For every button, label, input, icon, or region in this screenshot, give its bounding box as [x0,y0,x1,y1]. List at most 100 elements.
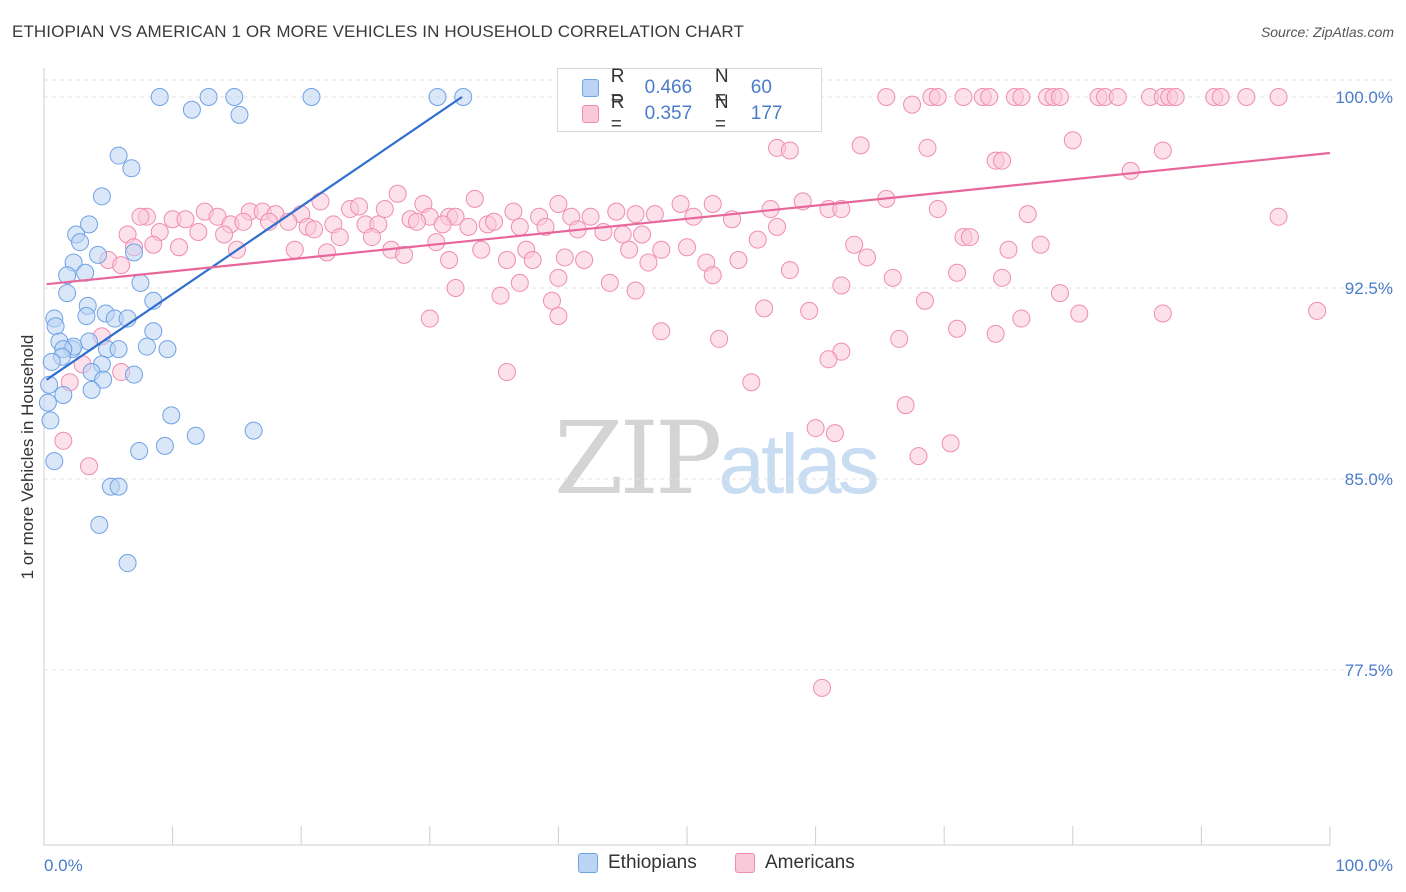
data-point-americans [613,225,632,244]
data-point-americans [639,253,658,272]
series-legend-americans: Americans [735,852,855,874]
data-point-americans [954,88,973,106]
data-point-americans [909,447,928,466]
series-swatch-americans [735,853,755,873]
data-point-ethiopians [162,406,181,425]
data-point-ethiopians [109,146,128,165]
data-point-americans [176,210,195,229]
data-point-ethiopians [182,100,201,119]
data-point-americans [555,248,574,267]
data-point-americans [581,207,600,226]
data-point-americans [742,373,761,392]
data-point-americans [993,151,1012,170]
data-point-ethiopians [41,411,60,430]
data-point-americans [928,200,947,219]
data-point-americans [459,217,478,236]
data-point-americans [131,207,150,226]
data-point-americans [491,286,510,305]
data-point-ethiopians [58,284,77,303]
data-point-ethiopians [90,515,109,534]
y-tick-label: 77.5% [1345,661,1393,680]
data-point-americans [440,250,459,269]
data-point-ethiopians [225,88,244,106]
data-point-americans [523,250,542,269]
data-point-americans [388,184,407,203]
watermark-zip: ZIP [554,400,722,517]
watermark-atlas: atlas [718,417,879,511]
data-point-americans [671,194,690,213]
data-point-americans [780,261,799,280]
data-point-americans [504,202,523,221]
data-point-americans [1153,304,1172,323]
data-point-americans [960,228,979,247]
data-point-americans [311,192,330,211]
data-point-americans [800,301,819,320]
data-point-americans [845,235,864,254]
data-point-ethiopians [42,352,61,371]
chart-source: Source: ZipAtlas.com [1260,24,1394,40]
data-point-americans [317,243,336,262]
data-point-americans [813,678,832,697]
data-point-americans [350,197,369,216]
legend-row-americans: R = 0.357 N = 177 [582,92,821,135]
data-point-ethiopians [77,307,96,326]
data-point-ethiopians [125,243,144,262]
data-point-americans [1308,301,1327,320]
data-point-americans [832,276,851,295]
legend-swatch-ethiopians [582,79,599,97]
data-point-americans [1050,284,1069,303]
data-point-americans [170,238,189,257]
data-point-ethiopians [155,436,174,455]
data-point-ethiopians [80,215,99,234]
data-point-ethiopians [137,337,156,356]
series-label-americans: Americans [765,852,855,873]
data-point-ethiopians [38,393,57,412]
data-point-americans [632,225,651,244]
data-point-americans [80,457,99,476]
series-label-ethiopians: Ethiopians [608,852,697,873]
data-point-americans [915,291,934,310]
data-point-ethiopians [54,385,73,404]
data-point-americans [542,291,561,310]
data-point-ethiopians [144,322,163,341]
data-point-americans [883,268,902,287]
data-point-americans [1211,88,1230,106]
data-point-ethiopians [131,273,150,292]
data-point-americans [652,322,671,341]
trendline-americans [46,151,1331,286]
legend-r-label: R = [610,66,625,109]
data-point-americans [433,215,452,234]
data-point-ethiopians [94,370,113,389]
data-point-americans [362,228,381,247]
data-point-americans [330,228,349,247]
watermark: ZIPatlas [554,400,880,517]
data-point-ethiopians [109,477,128,496]
data-point-americans [285,240,304,259]
data-point-americans [1153,141,1172,160]
data-point-ethiopians [125,365,144,384]
x-tick-label: 0.0% [44,856,83,875]
legend-n-label: N = [714,92,729,135]
data-point-americans [890,329,909,348]
data-point-americans [549,307,568,326]
data-point-americans [549,268,568,287]
data-point-americans [858,248,877,267]
data-point-americans [806,419,825,438]
data-point-ethiopians [82,380,101,399]
stats-legend: R = 0.466 N = 60 R = 0.357 N = 177 [557,66,822,135]
chart-title: ETHIOPIAN VS AMERICAN 1 OR MORE VEHICLES… [12,22,744,41]
series-legend-ethiopians: Ethiopians [578,852,697,874]
data-point-americans [510,217,529,236]
data-point-americans [485,212,504,231]
data-point-americans [652,240,671,259]
data-point-ethiopians [199,88,218,106]
data-point-americans [948,319,967,338]
data-point-ethiopians [302,88,321,106]
data-point-americans [1166,88,1185,106]
data-point-americans [497,363,516,382]
data-point-americans [1269,88,1288,106]
data-point-ethiopians [122,159,141,178]
y-tick-label: 85.0% [1345,470,1393,489]
data-point-americans [851,136,870,155]
